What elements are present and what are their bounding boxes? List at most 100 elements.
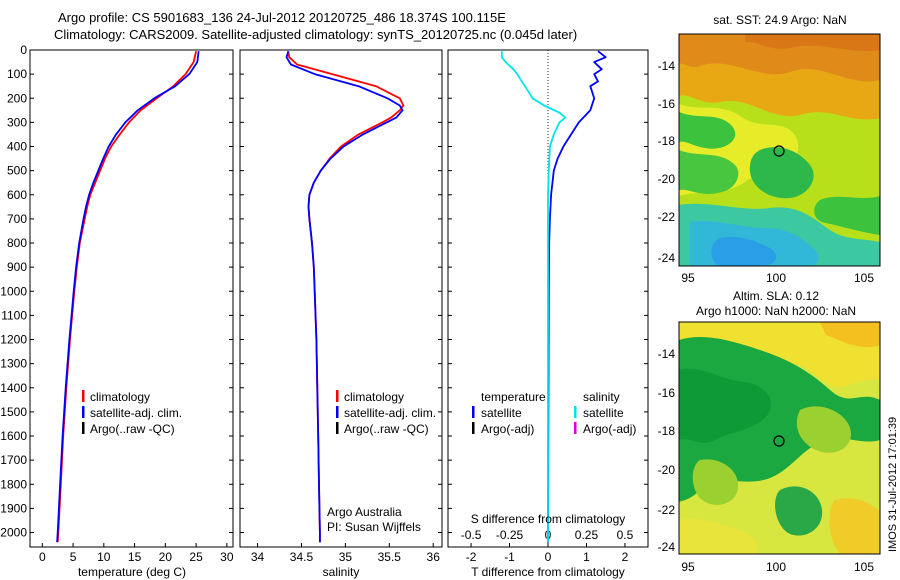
sst-ytick-label: -24 [658, 251, 676, 265]
t-difference-xlabel: T difference from climatology [471, 565, 625, 579]
depth-tick-label: 900 [7, 260, 27, 274]
x-tick-label: 36 [427, 550, 441, 564]
depth-tick-label: 200 [7, 91, 27, 105]
depth-tick-label: 1000 [0, 284, 27, 298]
depth-tick-label: 700 [7, 212, 27, 226]
depth-tick-label: 500 [7, 164, 27, 178]
figure-title-line1: Argo profile: CS 5901683_136 24-Jul-2012… [58, 10, 506, 25]
figure-title-line2: Climatology: CARS2009. Satellite-adjuste… [54, 27, 578, 42]
legend-swatch-climatology [82, 390, 85, 402]
depth-tick-label: 400 [7, 140, 27, 154]
x-tick-label: 5 [70, 550, 77, 564]
legend-label-argo: Argo(..raw -QC) [344, 422, 429, 436]
imos-timestamp-label: IMOS 31-Jul-2012 17:01:39 [887, 417, 899, 552]
x-tick-label: 35.5 [378, 550, 402, 564]
sla-map-yticks: -14 -16 -18 -20 -22 -24 [658, 347, 676, 554]
temperature-plot-frame [29, 49, 234, 548]
sla-ytick-label: -20 [658, 463, 676, 477]
s-tick-label: 0.5 [617, 528, 634, 542]
sla-map-title-line2: Argo h1000: NaN h2000: NaN [696, 304, 856, 318]
legend-label-satellite: satellite-adj. clim. [344, 406, 436, 420]
legend-label-climatology: climatology [344, 390, 404, 404]
x-tick-label: 0 [545, 550, 552, 564]
sla-map-title-line1: Altim. SLA: 0.12 [733, 289, 819, 303]
salinity-legend: climatology satellite-adj. clim. Argo(..… [336, 390, 436, 436]
depth-tick-label: 1700 [0, 453, 27, 467]
x-tick-label: 34 [251, 550, 265, 564]
sla-ytick-label: -24 [658, 540, 676, 554]
legend-header-salinity: salinity [583, 390, 620, 404]
sla-ytick-label: -16 [658, 386, 676, 400]
s-tick-label: -0.25 [496, 528, 524, 542]
series-line-difference [500, 51, 567, 543]
depth-tick-label: 800 [7, 236, 27, 250]
series-line-salinity [285, 50, 404, 543]
series-line-temperature [56, 50, 197, 543]
sst-ytick-label: -14 [658, 59, 676, 73]
sst-map-image [679, 34, 880, 266]
legend-swatch-s-argo [574, 422, 577, 434]
x-tick-label: 1 [583, 550, 590, 564]
sst-ytick-label: -20 [658, 172, 676, 186]
x-tick-label: 34.5 [290, 550, 314, 564]
x-tick-label: 30 [220, 550, 234, 564]
salinity-annotation-line2: PI: Susan Wijffels [327, 520, 421, 534]
legend-label-t-argo: Argo(-adj) [481, 422, 534, 436]
sla-map-image [679, 322, 880, 554]
depth-tick-label: 100 [7, 67, 27, 81]
depth-tick-label: 1500 [0, 405, 27, 419]
sst-ytick-label: -16 [658, 97, 676, 111]
x-tick-label: -1 [504, 550, 515, 564]
depth-tick-label: 1300 [0, 357, 27, 371]
legend-swatch-t-argo [472, 422, 475, 434]
sla-xtick-label: 95 [681, 560, 695, 574]
x-tick-label: 10 [97, 550, 111, 564]
temperature-legend: climatology satellite-adj. clim. Argo(..… [82, 390, 182, 436]
series-layer [56, 50, 607, 543]
sst-ytick-label: -18 [658, 134, 676, 148]
sla-map-frame [678, 321, 881, 555]
sst-ytick-label: -22 [658, 210, 676, 224]
depth-tick-label: 2000 [0, 526, 27, 540]
legend-swatch-satellite [82, 406, 85, 418]
depth-tick-label: 1100 [1, 308, 27, 322]
sla-xtick-label: 105 [854, 560, 874, 574]
sla-xtick-label: 100 [766, 560, 786, 574]
sst-map-frame [678, 33, 881, 267]
x-tick-label: 0 [39, 550, 46, 564]
x-tick-label: 25 [189, 550, 203, 564]
salinity-xlabel: salinity [323, 565, 360, 579]
sst-map-xticks: 95 100 105 [681, 271, 874, 285]
depth-tick-label: 1900 [0, 501, 27, 515]
series-line-salinity [287, 51, 405, 543]
depth-tick-label: 1400 [0, 381, 27, 395]
difference-legend: temperature salinity satellite Argo(-adj… [472, 390, 636, 436]
sst-xtick-label: 95 [681, 271, 695, 285]
legend-swatch-satellite [336, 406, 339, 418]
series-line-temperature [56, 51, 200, 543]
sla-ytick-label: -22 [658, 503, 676, 517]
legend-swatch-argo [336, 422, 339, 434]
salinity-annotation-line1: Argo Australia [327, 505, 402, 519]
depth-tick-label: 1200 [0, 333, 27, 347]
sla-argo-location-marker [773, 435, 785, 447]
depth-tick-label: 300 [7, 115, 27, 129]
depth-tick-label: 0 [20, 43, 27, 57]
sla-ytick-label: -14 [658, 347, 676, 361]
depth-tick-label: 1600 [0, 429, 27, 443]
legend-swatch-climatology [336, 390, 339, 402]
temperature-xlabel: temperature (deg C) [78, 565, 186, 579]
legend-label-t-satellite: satellite [481, 406, 522, 420]
x-tick-label: 20 [159, 550, 173, 564]
legend-header-temperature: temperature [481, 390, 546, 404]
depth-tick-label: 1800 [0, 477, 27, 491]
sla-ytick-label: -18 [658, 424, 676, 438]
salinity-plot-frame [239, 49, 443, 548]
series-line-difference [547, 50, 607, 543]
legend-label-s-argo: Argo(-adj) [583, 422, 636, 436]
axes-layer: 0100200300400500600700800900100011001200… [0, 43, 648, 564]
sla-map-xticks: 95 100 105 [681, 560, 874, 574]
s-difference-label: S difference from climatology [471, 512, 626, 526]
legend-label-argo: Argo(..raw -QC) [90, 422, 175, 436]
